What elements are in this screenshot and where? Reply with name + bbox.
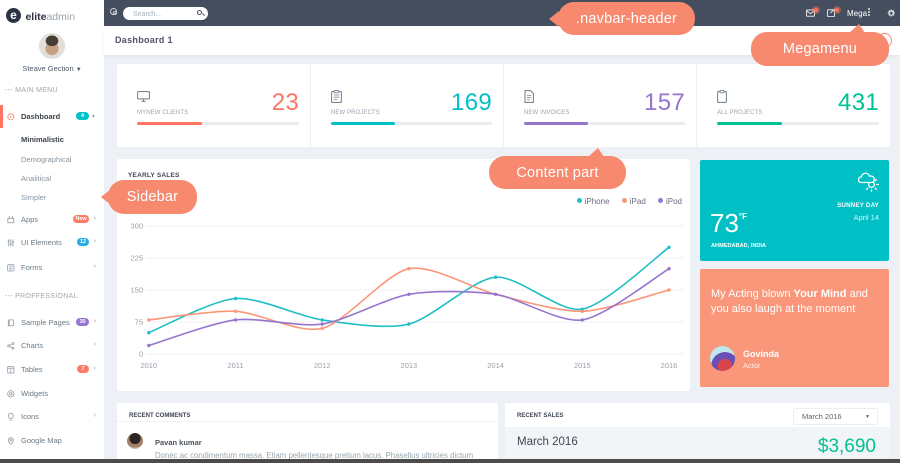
svg-text:2013: 2013 — [401, 361, 418, 370]
svg-text:225: 225 — [130, 254, 143, 263]
svg-text:2010: 2010 — [140, 361, 157, 370]
svg-text:150: 150 — [130, 286, 143, 295]
svg-text:300: 300 — [130, 222, 143, 231]
svg-text:2014: 2014 — [487, 361, 504, 370]
svg-text:2016: 2016 — [661, 361, 678, 370]
svg-text:2015: 2015 — [574, 361, 591, 370]
svg-text:2012: 2012 — [314, 361, 331, 370]
svg-text:75: 75 — [135, 318, 143, 327]
svg-text:0: 0 — [139, 350, 143, 359]
svg-text:2011: 2011 — [227, 361, 243, 370]
